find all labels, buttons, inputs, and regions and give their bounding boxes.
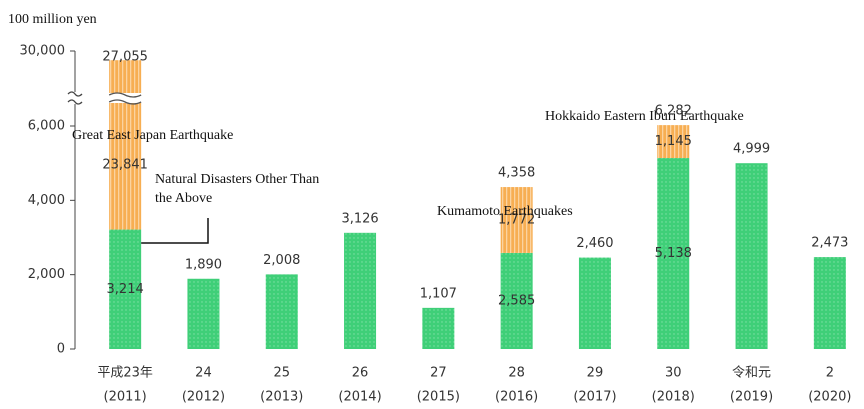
bar	[657, 158, 690, 349]
bar	[657, 125, 690, 159]
total-label: 1,890	[185, 257, 222, 272]
bar	[265, 274, 298, 349]
total-label: 2,473	[811, 236, 848, 251]
x-tick-label-year: (2012)	[182, 390, 225, 405]
value-label: 1,772	[498, 212, 535, 227]
annotation-leader	[141, 218, 209, 244]
y-tick-label: 2,000	[28, 267, 65, 282]
total-label: 1,107	[420, 286, 457, 301]
x-tick-label-year: (2015)	[417, 390, 460, 405]
x-tick-label: 24	[195, 366, 212, 381]
annotation: Great East Japan Earthquake	[72, 128, 233, 143]
value-label: 2,585	[498, 293, 535, 308]
unit-label: 100 million yen	[8, 12, 97, 27]
bar	[578, 257, 611, 349]
bar-break-gap	[107, 93, 144, 103]
y-tick-label: 30,000	[20, 44, 66, 59]
bar	[422, 307, 455, 349]
value-label: 1,145	[655, 134, 692, 149]
bar	[813, 257, 846, 349]
x-tick-label: 29	[587, 366, 604, 381]
axis-break-gap	[67, 92, 83, 104]
x-tick-label-year: (2013)	[260, 390, 303, 405]
total-label: 27,055	[102, 50, 148, 65]
annotation: Kumamoto Earthquakes	[437, 204, 573, 219]
axis-break	[67, 91, 83, 105]
x-tick-label-year: (2020)	[808, 390, 851, 405]
value-label: 3,214	[107, 282, 144, 297]
x-tick-label-year: (2011)	[104, 390, 147, 405]
x-tick-label-year: (2019)	[730, 390, 773, 405]
total-label: 4,358	[498, 166, 535, 181]
series-annotation: Natural Disasters Other Than the Above	[155, 172, 320, 206]
value-label: 23,841	[102, 157, 148, 172]
x-tick-label: 28	[508, 366, 525, 381]
x-tick-label: 平成23年	[97, 366, 153, 381]
bar	[500, 187, 533, 253]
bar	[500, 252, 533, 349]
y-tick-label: 4,000	[28, 193, 65, 208]
value-label: 5,138	[655, 246, 692, 261]
x-tick-label: 2	[826, 366, 834, 381]
y-tick-label: 6,000	[28, 119, 65, 134]
x-tick-label-year: (2014)	[338, 390, 381, 405]
total-label: 4,999	[733, 142, 770, 157]
bar	[187, 278, 220, 349]
y-tick-label: 0	[57, 342, 65, 357]
x-tick-label: 26	[352, 366, 369, 381]
total-label: 3,126	[341, 211, 378, 226]
bar	[109, 60, 142, 230]
total-label: 2,460	[576, 236, 613, 251]
total-label: 6,282	[655, 104, 692, 119]
x-tick-label-year: (2016)	[495, 390, 538, 405]
bar	[109, 229, 142, 349]
x-tick-label: 27	[430, 366, 447, 381]
bar	[735, 163, 768, 349]
total-label: 2,008	[263, 253, 300, 268]
x-tick-label: 25	[273, 366, 290, 381]
x-tick-label: 30	[665, 366, 682, 381]
x-tick-label-year: (2017)	[573, 390, 616, 405]
bar	[344, 232, 377, 349]
x-tick-label-year: (2018)	[652, 390, 695, 405]
x-tick-label: 令和元	[732, 366, 771, 381]
annotation: Hokkaido Eastern Iburi Earthquake	[545, 109, 744, 124]
bar-break	[108, 92, 142, 105]
